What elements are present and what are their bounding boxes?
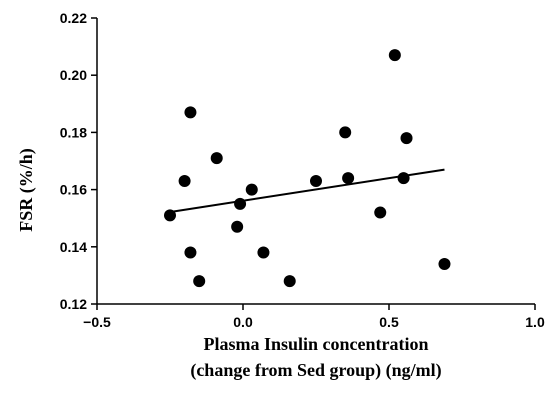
- x-axis-title-line-1: Plasma Insulin concentration: [203, 334, 428, 354]
- data-point: [234, 197, 247, 210]
- y-tick-label: 0.14: [60, 239, 87, 255]
- x-axis-title-line-2: (change from Sed group) (ng/ml): [190, 360, 441, 381]
- data-point: [438, 257, 451, 270]
- plot-area: [164, 49, 451, 288]
- axes: 0.12 0.14 0.16 0.18 0.20 0.22 −0.5 0.0 0.5 1.0: [60, 10, 545, 330]
- data-point: [178, 175, 191, 188]
- data-point: [397, 172, 410, 185]
- data-point: [231, 220, 244, 233]
- y-tick-label: 0.20: [60, 67, 87, 83]
- x-tick-label: −0.5: [83, 314, 111, 330]
- x-tick-label: 1.0: [525, 314, 545, 330]
- data-point: [164, 209, 176, 222]
- data-point: [245, 183, 258, 196]
- y-tick-label: 0.12: [60, 296, 87, 312]
- data-point: [339, 126, 352, 139]
- data-point: [184, 246, 197, 259]
- data-point: [342, 172, 355, 185]
- y-axis-title: FSR (%/h): [16, 148, 37, 232]
- x-tick-label: 0.5: [379, 314, 399, 330]
- data-point: [184, 106, 197, 119]
- data-point: [257, 246, 270, 259]
- data-point: [210, 152, 223, 165]
- data-point: [310, 175, 322, 188]
- data-point: [283, 275, 296, 288]
- data-point: [193, 275, 206, 288]
- y-tick-label: 0.22: [60, 10, 87, 26]
- data-point: [374, 206, 387, 219]
- x-tick-label: 0.0: [233, 314, 253, 330]
- y-tick-label: 0.18: [60, 124, 87, 140]
- y-tick-label: 0.16: [60, 182, 87, 198]
- data-point: [400, 132, 413, 145]
- data-point: [388, 49, 401, 62]
